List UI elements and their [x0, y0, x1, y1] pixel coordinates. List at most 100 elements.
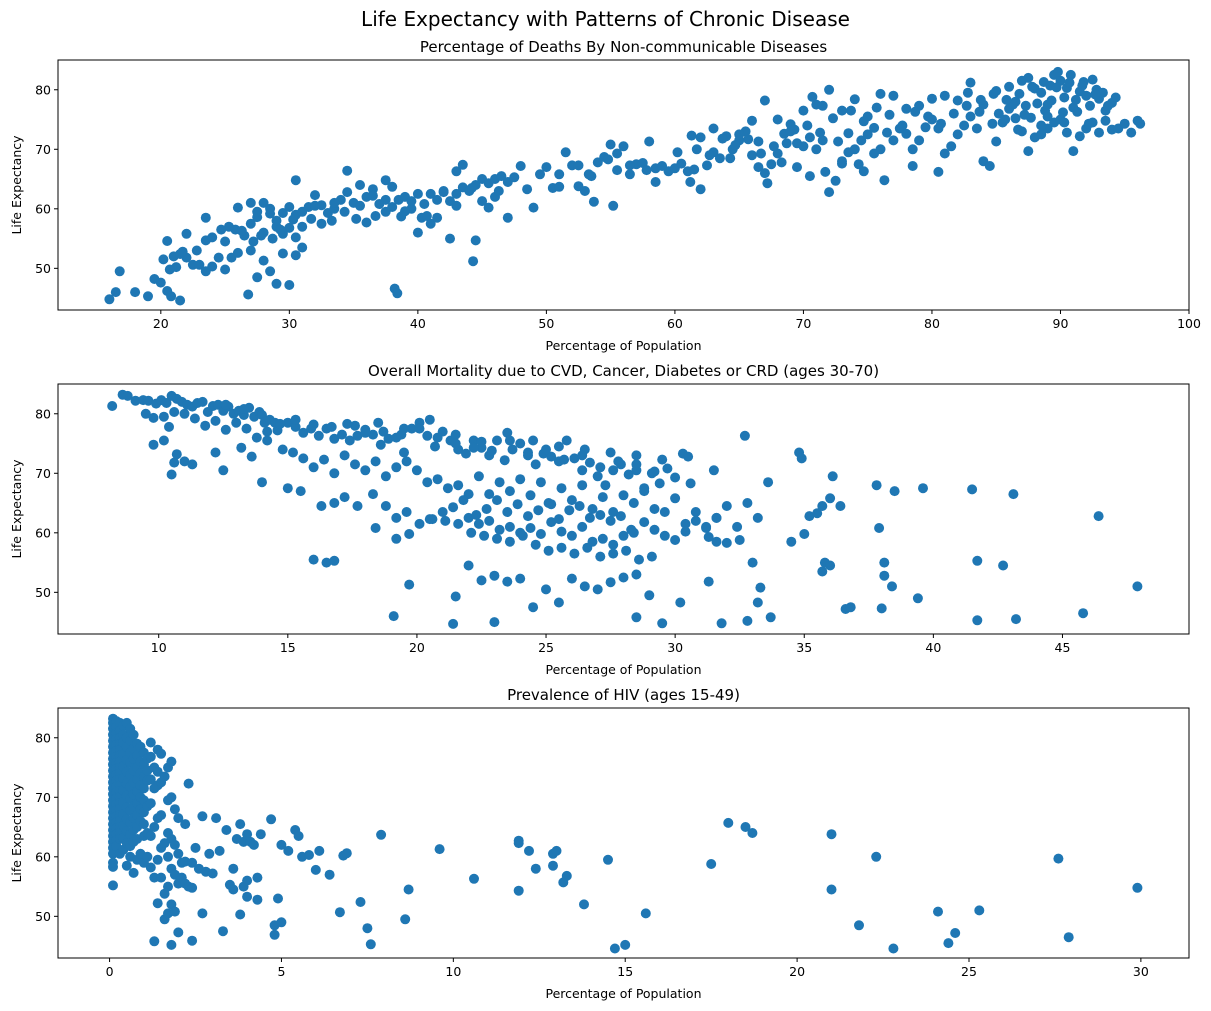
- panel-title: Overall Mortality due to CVD, Cancer, Di…: [368, 362, 879, 380]
- data-point: [183, 778, 194, 789]
- y-tick-label: 70: [35, 466, 51, 481]
- data-point: [608, 548, 619, 559]
- data-point: [732, 521, 743, 532]
- data-point: [680, 526, 691, 537]
- data-point: [295, 486, 306, 497]
- points-layer: [104, 66, 1146, 306]
- data-point: [998, 560, 1009, 571]
- data-point: [984, 161, 995, 171]
- data-point: [277, 208, 288, 218]
- data-point: [943, 938, 954, 949]
- data-point: [959, 120, 970, 131]
- data-point: [352, 430, 363, 441]
- data-point: [262, 426, 273, 437]
- data-point: [826, 829, 837, 840]
- data-point: [502, 212, 513, 223]
- data-point: [324, 869, 335, 880]
- data-point: [974, 905, 985, 916]
- data-point: [368, 489, 378, 500]
- data-point: [242, 829, 253, 840]
- data-point: [691, 144, 702, 155]
- data-point: [639, 486, 650, 497]
- data-point: [468, 435, 479, 446]
- data-point: [768, 141, 779, 152]
- x-tick-label: 30: [667, 640, 683, 655]
- data-point: [918, 483, 928, 494]
- data-point: [166, 469, 177, 480]
- data-point: [740, 822, 751, 832]
- data-point: [812, 508, 823, 519]
- x-tick-label: 40: [410, 316, 426, 331]
- data-point: [419, 199, 430, 209]
- data-point: [574, 501, 585, 511]
- data-point: [833, 136, 844, 147]
- data-point: [608, 465, 619, 476]
- data-point: [649, 466, 660, 477]
- data-point: [499, 455, 510, 466]
- data-point: [213, 252, 224, 263]
- data-point: [798, 105, 809, 116]
- data-point: [513, 885, 524, 896]
- data-point: [657, 618, 668, 629]
- data-point: [463, 560, 474, 571]
- data-point: [725, 153, 736, 164]
- data-point: [290, 232, 301, 243]
- data-point: [308, 419, 319, 430]
- data-point: [704, 150, 715, 161]
- data-point: [690, 507, 701, 517]
- data-point: [275, 418, 286, 429]
- data-point: [297, 221, 308, 232]
- data-point: [1019, 109, 1030, 120]
- data-point: [231, 417, 242, 428]
- data-point: [492, 435, 502, 446]
- data-point: [207, 232, 218, 243]
- data-point: [380, 175, 391, 186]
- scatter-panel-1: Percentage of Deaths By Non-communicable…: [9, 38, 1201, 353]
- data-point: [329, 555, 340, 566]
- data-point: [469, 873, 479, 884]
- data-point: [477, 196, 488, 207]
- data-point: [108, 880, 118, 891]
- data-point: [592, 471, 603, 482]
- data-point: [486, 445, 497, 456]
- data-point: [169, 407, 180, 417]
- data-point: [220, 399, 231, 410]
- data-point: [401, 507, 412, 517]
- data-point: [993, 108, 1004, 119]
- data-point: [326, 421, 337, 432]
- data-point: [672, 147, 683, 158]
- data-point: [173, 927, 184, 938]
- data-point: [804, 132, 815, 143]
- data-point: [991, 136, 1002, 147]
- data-point: [560, 147, 571, 158]
- data-point: [634, 554, 644, 565]
- data-point: [434, 844, 445, 855]
- data-point: [391, 533, 402, 544]
- data-point: [1053, 853, 1064, 864]
- data-point: [1001, 94, 1012, 105]
- data-point: [169, 839, 180, 850]
- data-point: [210, 447, 221, 458]
- data-point: [1072, 106, 1083, 117]
- data-point: [245, 245, 256, 256]
- data-point: [824, 84, 835, 95]
- data-point: [675, 597, 686, 608]
- data-point: [1083, 118, 1094, 129]
- data-point: [566, 530, 577, 541]
- data-point: [437, 507, 448, 517]
- data-point: [987, 118, 998, 129]
- data-point: [716, 618, 727, 629]
- data-point: [396, 211, 407, 222]
- data-point: [1014, 88, 1025, 99]
- data-point: [288, 447, 298, 458]
- data-point: [824, 187, 835, 198]
- x-tick-label: 30: [1133, 964, 1149, 979]
- data-point: [734, 535, 745, 545]
- data-point: [695, 184, 706, 195]
- data-point: [702, 160, 712, 171]
- data-point: [207, 868, 218, 879]
- data-point: [288, 214, 299, 225]
- data-point: [466, 527, 477, 538]
- data-point: [817, 135, 828, 146]
- panel-title: Prevalence of HIV (ages 15-49): [507, 686, 740, 704]
